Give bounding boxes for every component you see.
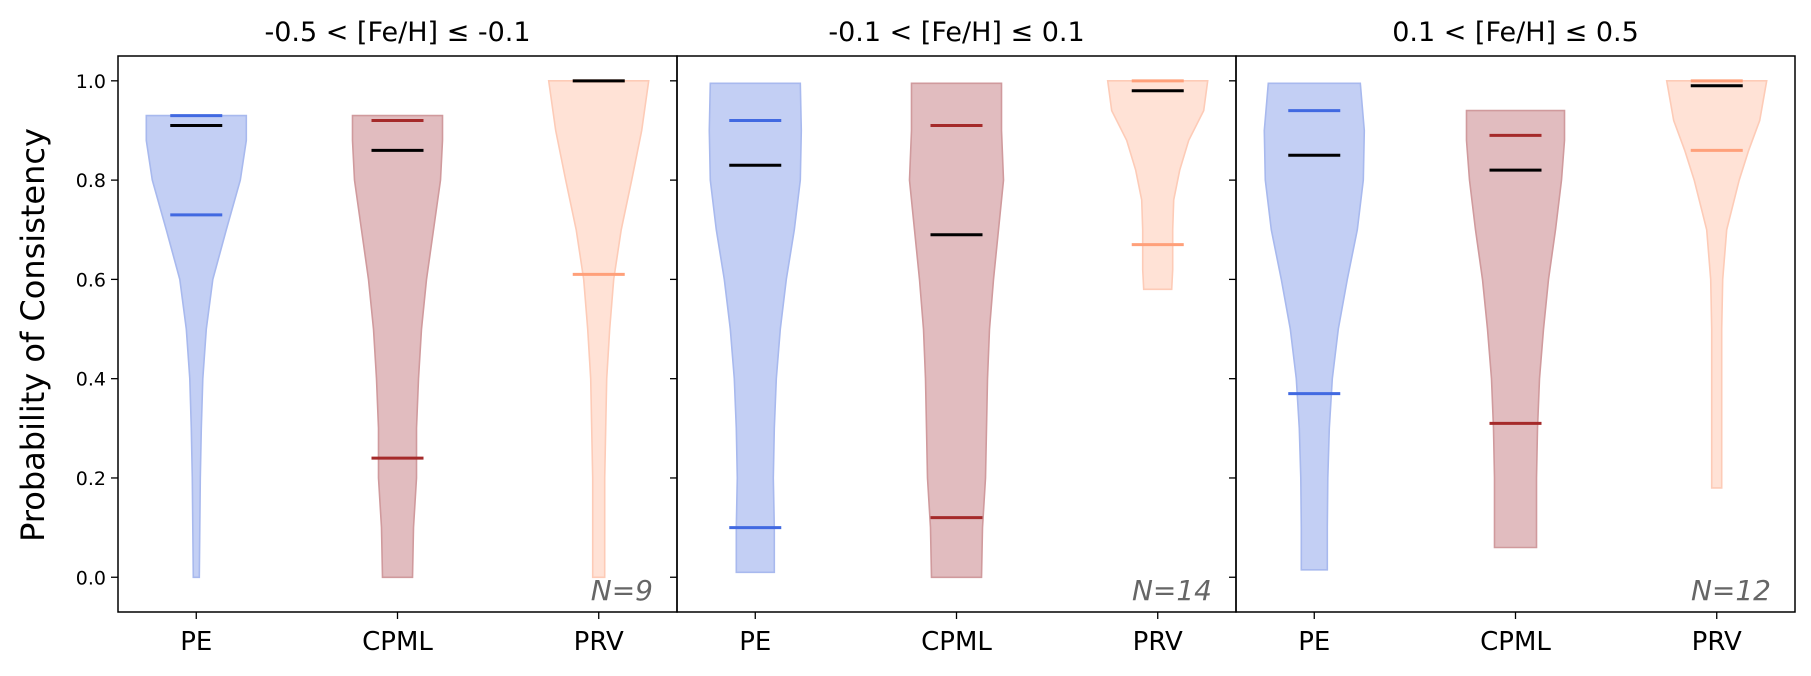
x-tick-label: PE bbox=[1298, 627, 1330, 657]
panel-1: -0.5 < [Fe/H] ≤ -0.1 0.0 0.2 0.4 0.6 0.8 1.0 PE… bbox=[76, 17, 678, 657]
violin-prv bbox=[547, 80, 650, 579]
violin-cpml bbox=[1465, 109, 1566, 549]
panel-2: -0.1 < [Fe/H] ≤ 0.1 PE CPML PRV N=14 bbox=[670, 17, 1237, 657]
sample-size-label: N=12 bbox=[1691, 574, 1771, 607]
x-tick-label: PRV bbox=[1692, 627, 1742, 657]
y-tick-label: 0.4 bbox=[76, 369, 106, 391]
x-tick-label: PE bbox=[739, 627, 771, 657]
y-tick-label: 0.2 bbox=[76, 468, 106, 490]
panel-title: -0.1 < [Fe/H] ≤ 0.1 bbox=[828, 17, 1084, 48]
x-tick-label: PRV bbox=[1133, 627, 1183, 657]
violin-pe bbox=[145, 114, 248, 579]
panels: -0.5 < [Fe/H] ≤ -0.1 0.0 0.2 0.4 0.6 0.8 1.0 PE… bbox=[76, 17, 1796, 657]
panel-title: -0.5 < [Fe/H] ≤ -0.1 bbox=[264, 17, 530, 48]
x-tick-label: CPML bbox=[362, 627, 433, 657]
violin-pe bbox=[1263, 82, 1366, 571]
y-tick-label: 0.8 bbox=[76, 170, 106, 192]
x-tick-label: CPML bbox=[921, 627, 992, 657]
x-tick-label: CPML bbox=[1480, 627, 1551, 657]
violin-cpml bbox=[351, 114, 444, 579]
x-tick-label: PRV bbox=[574, 627, 624, 657]
panel-frame bbox=[1235, 55, 1796, 613]
y-tick-label: 0.6 bbox=[76, 269, 106, 291]
x-tick-label: PE bbox=[180, 627, 212, 657]
y-axis-label: Probability of Consistency bbox=[14, 128, 52, 542]
sample-size-label: N=9 bbox=[591, 574, 653, 607]
violin-cpml bbox=[908, 82, 1005, 579]
y-tick-label: 1.0 bbox=[76, 71, 106, 93]
panel-3: 0.1 < [Fe/H] ≤ 0.5 PE CPML PRV N=12 bbox=[1229, 17, 1796, 657]
sample-size-label: N=14 bbox=[1132, 574, 1212, 607]
panel-title: 0.1 < [Fe/H] ≤ 0.5 bbox=[1392, 17, 1639, 48]
y-tick-label: 0.0 bbox=[76, 567, 106, 589]
violin-pe bbox=[708, 82, 803, 574]
violin-prv bbox=[1106, 80, 1209, 291]
violin-prv bbox=[1665, 80, 1768, 489]
